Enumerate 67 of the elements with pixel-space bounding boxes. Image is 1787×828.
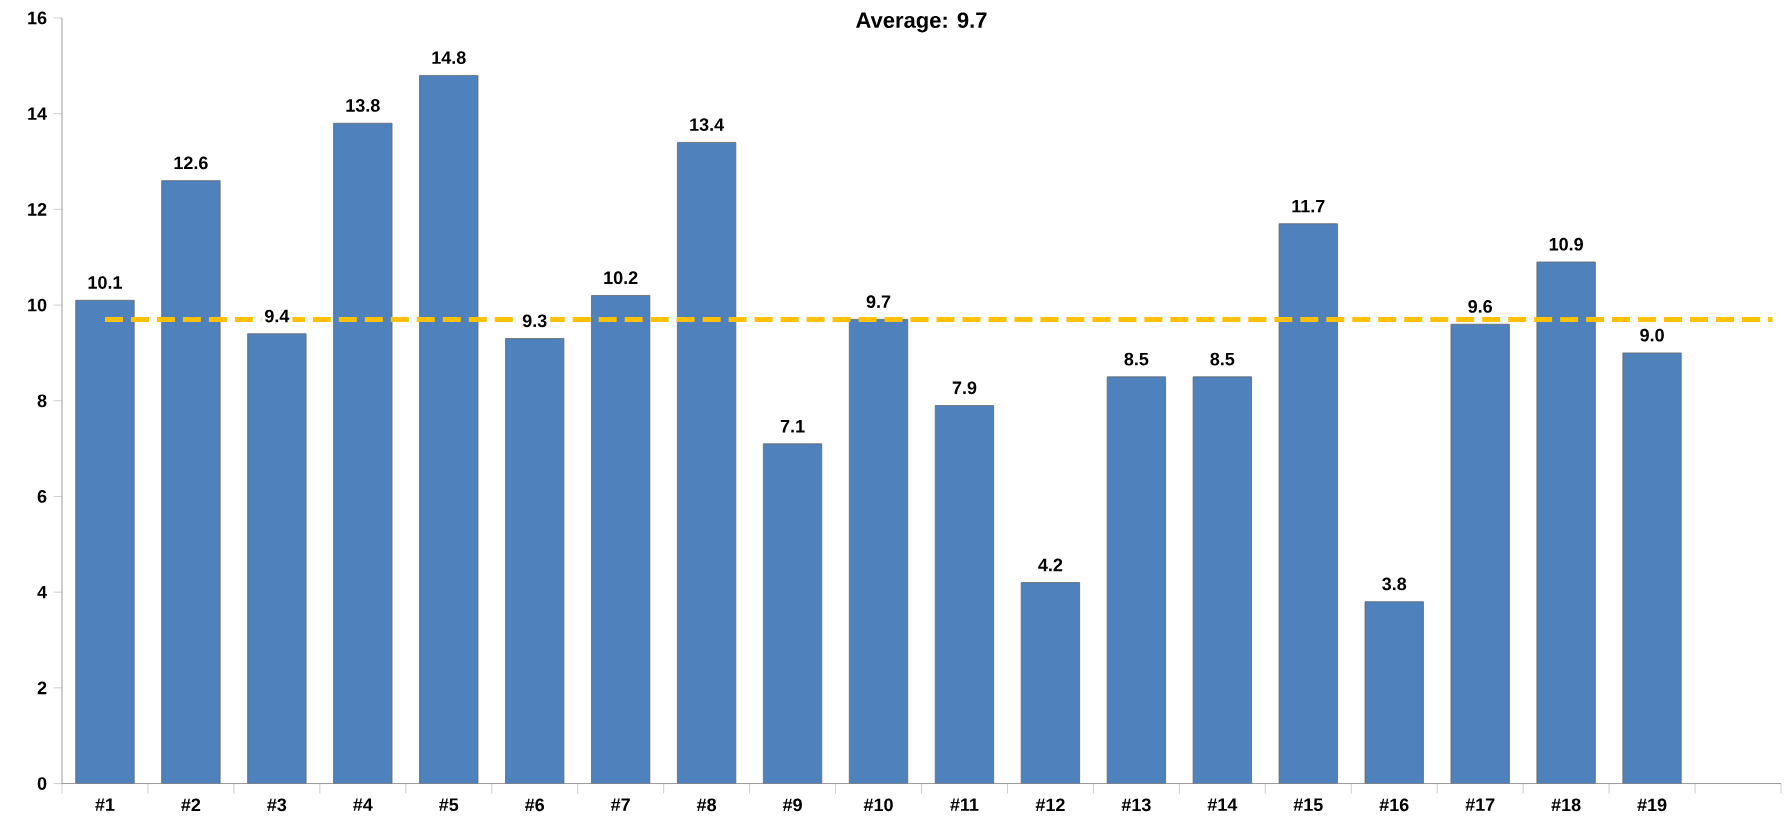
data-label: 14.8 bbox=[432, 51, 466, 65]
y-tick-label: 6 bbox=[37, 490, 47, 504]
bar bbox=[591, 295, 651, 784]
x-tick-label: #9 bbox=[782, 798, 802, 812]
bar bbox=[1450, 324, 1510, 784]
bar bbox=[247, 333, 307, 784]
x-tick-label: #7 bbox=[610, 798, 630, 812]
bar bbox=[934, 405, 995, 784]
x-tick-label: #19 bbox=[1637, 798, 1667, 812]
y-tick-label: 10 bbox=[28, 298, 47, 312]
data-label: 9.7 bbox=[866, 295, 891, 309]
x-tick-label: #13 bbox=[1121, 798, 1151, 812]
data-label: 10.2 bbox=[604, 271, 638, 285]
data-label: 3.8 bbox=[1382, 577, 1407, 591]
bar bbox=[1192, 376, 1252, 784]
x-tick-label: #16 bbox=[1379, 798, 1409, 812]
x-tick-label: #5 bbox=[439, 798, 459, 812]
chart-title: Average: 9.7 bbox=[856, 12, 987, 33]
data-label: 9.4 bbox=[264, 309, 290, 323]
bar bbox=[505, 338, 565, 784]
data-label: 8.5 bbox=[1124, 352, 1149, 366]
data-label: 10.9 bbox=[1549, 238, 1583, 251]
bar bbox=[1536, 261, 1596, 784]
bar bbox=[75, 300, 135, 784]
data-label: 9.0 bbox=[1640, 329, 1664, 342]
x-tick-label: #8 bbox=[696, 798, 717, 812]
bar bbox=[1020, 582, 1081, 784]
bar bbox=[848, 319, 909, 784]
x-tick-label: #15 bbox=[1293, 798, 1323, 812]
bar bbox=[161, 180, 221, 784]
data-label: 4.2 bbox=[1038, 558, 1063, 572]
y-tick-label: 4 bbox=[37, 586, 47, 599]
data-label: 11.7 bbox=[1292, 200, 1325, 213]
x-tick-label: #1 bbox=[95, 798, 115, 812]
data-label: 8.5 bbox=[1210, 352, 1235, 366]
bar bbox=[1106, 376, 1166, 784]
x-tick-label: #10 bbox=[863, 798, 893, 812]
y-tick-label: 16 bbox=[28, 11, 47, 25]
bar bbox=[1622, 352, 1682, 784]
x-tick-label: #6 bbox=[525, 798, 545, 812]
data-label: 10.1 bbox=[88, 276, 122, 290]
bar bbox=[762, 443, 823, 784]
x-tick-label: #2 bbox=[181, 798, 201, 812]
data-label: 9.3 bbox=[522, 314, 547, 328]
y-tick-label: 8 bbox=[37, 394, 47, 408]
x-tick-label: #18 bbox=[1551, 798, 1581, 812]
x-tick-label: #12 bbox=[1035, 798, 1065, 812]
x-tick-label: #11 bbox=[950, 798, 979, 812]
data-label: 7.9 bbox=[952, 381, 977, 395]
bar bbox=[676, 142, 737, 784]
data-label: 12.6 bbox=[174, 156, 208, 170]
x-tick-label: #3 bbox=[267, 798, 287, 812]
y-tick-label: 2 bbox=[37, 681, 47, 695]
x-tick-label: #17 bbox=[1465, 798, 1495, 812]
y-tick-label: 14 bbox=[28, 107, 47, 121]
bar bbox=[333, 123, 393, 784]
bar bbox=[1364, 601, 1424, 784]
data-label: 7.1 bbox=[780, 420, 805, 433]
data-label: 13.8 bbox=[346, 99, 380, 113]
y-tick-label: 12 bbox=[28, 203, 47, 216]
data-label: 13.4 bbox=[690, 118, 725, 132]
data-label: 9.6 bbox=[1468, 300, 1493, 314]
bar bbox=[419, 75, 479, 784]
bar bbox=[1278, 223, 1338, 784]
x-tick-label: #4 bbox=[353, 798, 373, 812]
x-tick-label: #14 bbox=[1207, 798, 1238, 812]
y-tick-label: 0 bbox=[37, 777, 47, 791]
